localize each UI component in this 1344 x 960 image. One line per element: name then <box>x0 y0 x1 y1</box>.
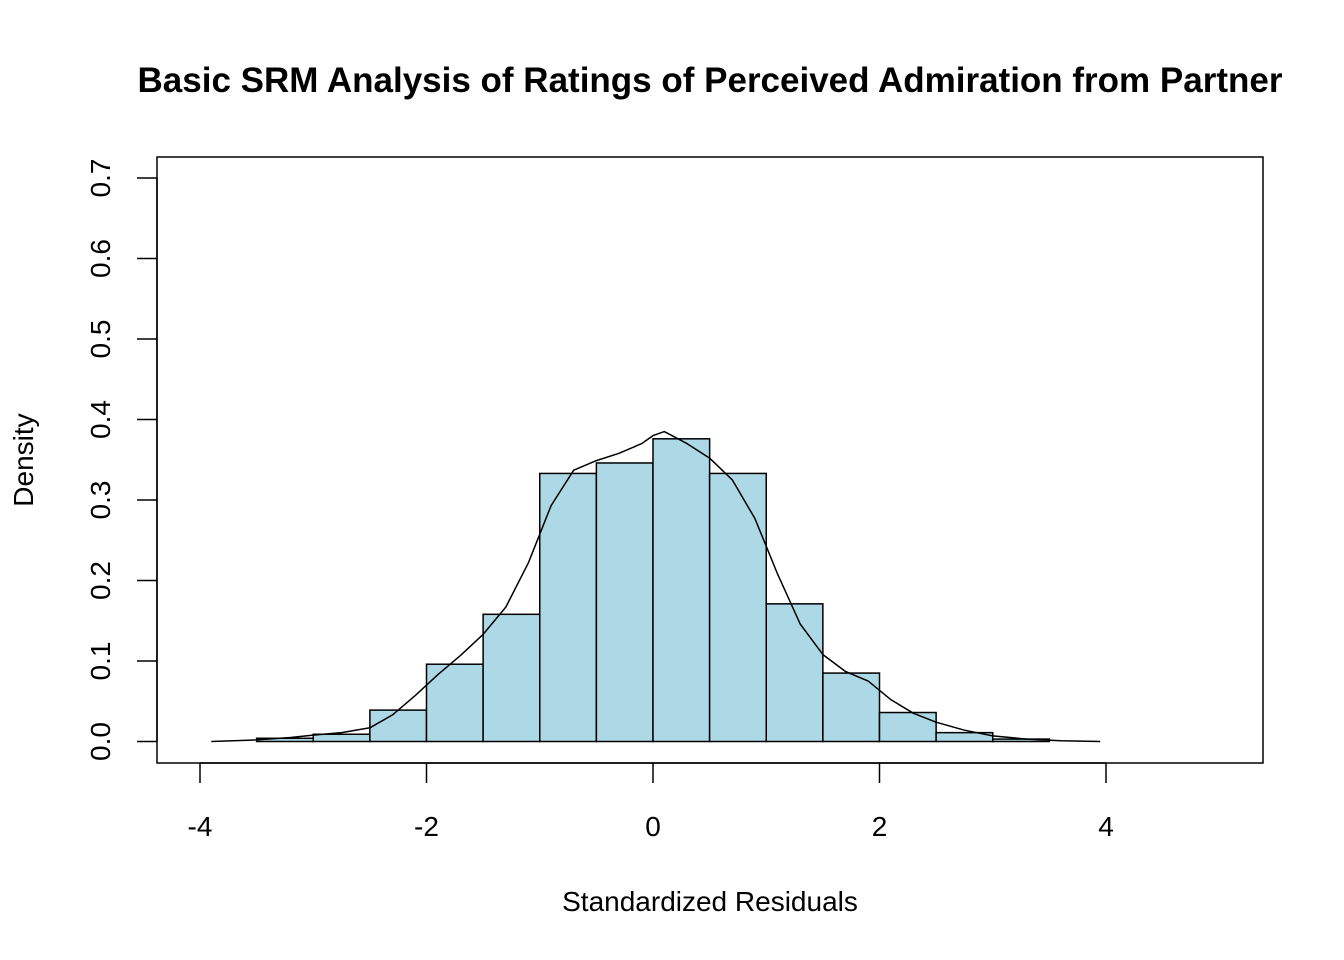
histogram-bar-6 <box>482 613 541 743</box>
histogram-bar-3 <box>312 733 371 743</box>
histogram-bar-10 <box>708 472 767 743</box>
y-tick-label: 0.0 <box>85 722 116 761</box>
density-curve <box>211 430 1101 743</box>
histogram-bar-4 <box>369 709 428 743</box>
x-tick-label: 0 <box>645 811 661 842</box>
histogram-bars <box>255 438 1051 743</box>
histogram-bar-9 <box>652 438 711 743</box>
x-axis: -4 -2 0 2 4 <box>188 762 1114 842</box>
histogram-bar-5 <box>425 663 484 743</box>
chart-title: Basic SRM Analysis of Ratings of Perceiv… <box>138 61 1283 100</box>
y-tick-label: 0.2 <box>85 561 116 600</box>
y-tick-label: 0.7 <box>85 159 116 198</box>
histogram-bar-8 <box>595 462 654 743</box>
x-tick-label: -2 <box>414 811 439 842</box>
x-tick-label: 2 <box>872 811 888 842</box>
density-curve-layer <box>211 430 1101 743</box>
y-tick-label: 0.1 <box>85 642 116 681</box>
x-tick-label: 4 <box>1098 811 1114 842</box>
x-axis-title: Standardized Residuals <box>562 886 858 917</box>
y-axis: 0.0 0.1 0.2 0.3 0.4 0.5 0.6 0.7 <box>85 159 158 761</box>
histogram-bar-14 <box>935 731 994 743</box>
histogram-bar-12 <box>822 672 881 743</box>
y-tick-label: 0.5 <box>85 320 116 359</box>
y-tick-label: 0.3 <box>85 481 116 520</box>
x-tick-label: -4 <box>188 811 213 842</box>
histogram-bar-13 <box>878 711 937 743</box>
y-tick-label: 0.4 <box>85 400 116 439</box>
y-tick-label: 0.6 <box>85 239 116 278</box>
y-axis-title: Density <box>8 413 39 506</box>
histogram-bar-11 <box>765 603 824 743</box>
histogram-bar-7 <box>539 472 598 743</box>
